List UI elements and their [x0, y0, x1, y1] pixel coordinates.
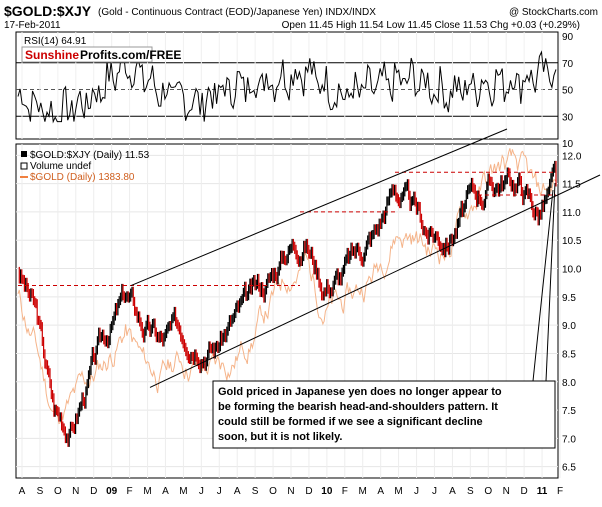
x-tick-label: M [394, 486, 402, 497]
upper-trendline [130, 128, 508, 286]
x-tick-label: F [342, 486, 348, 497]
price-bars [18, 160, 557, 447]
annotation-line-1: Gold priced in Japanese yen does no long… [218, 386, 502, 398]
price-tick-label: 8.5 [562, 349, 576, 360]
x-tick-label: N [72, 486, 79, 497]
x-tick-label: N [287, 486, 294, 497]
quote-line: Open 11.45 High 11.54 Low 11.45 Close 11… [282, 20, 580, 31]
x-tick-label: O [54, 486, 62, 497]
x-tick-label: D [90, 486, 97, 497]
x-tick-label: 10 [321, 486, 333, 497]
gold-overlay-line [17, 148, 557, 425]
chart-contract: (Gold - Continuous Contract (EOD)/Japane… [98, 7, 376, 18]
x-tick-label: J [432, 486, 437, 497]
x-tick-label: 09 [106, 486, 118, 497]
x-tick-label: S [467, 486, 474, 497]
x-tick-label: F [127, 486, 133, 497]
price-tick-label: 9.0 [562, 321, 576, 332]
x-tick-label: M [359, 486, 367, 497]
annotation-line-4: soon, but it is not likely. [218, 431, 342, 443]
x-tick-label: J [199, 486, 204, 497]
x-tick-label: A [162, 486, 169, 497]
rsi-tick-label: 50 [562, 86, 574, 97]
logo-box [21, 46, 153, 63]
resistance-lines [18, 171, 556, 287]
logo-sunshine: Sunshine [25, 48, 79, 62]
x-tick-label: A [19, 486, 26, 497]
chart-symbol: $GOLD:$XJY [4, 3, 92, 19]
price-ticks: 12.0 11.5 11.0 10.5 10.0 9.5 9.0 8.5 8.0 7.5 7.0 6.… [562, 151, 582, 473]
legend-gold: $GOLD (Daily) 1383.80 [30, 172, 135, 183]
legend-volume: Volume undef [30, 161, 91, 172]
price-tick-label: 12.0 [562, 151, 582, 162]
price-tick-label: 10.5 [562, 236, 582, 247]
price-tick-label: 7.0 [562, 434, 576, 445]
rsi-tick-label: 70 [562, 59, 574, 70]
annotation-box [212, 380, 556, 449]
trendlines [130, 128, 601, 388]
x-tick-label: N [503, 486, 510, 497]
x-tick-label: D [521, 486, 528, 497]
annotation-line-3: could still be formed if we see a signif… [218, 416, 483, 428]
annotation-pointer-1 [545, 182, 556, 382]
price-tick-label: 11.5 [562, 180, 581, 191]
x-tick-label: 11 [537, 486, 548, 497]
watermark: @ StockCharts.com [509, 7, 598, 18]
chart-date: 17-Feb-2011 [4, 20, 61, 31]
x-tick-label: J [217, 486, 222, 497]
legend-volume-swatch [20, 162, 28, 170]
x-tick-label: A [234, 486, 241, 497]
x-axis: A S O N D 09 F M A M J J A S O N D 10 F M A M J J A S O N D 11 F [19, 486, 563, 497]
x-tick-label: J [414, 486, 419, 497]
annotation-pointer-2 [532, 189, 554, 382]
x-tick-label: A [449, 486, 456, 497]
price-tick-label: 11.0 [562, 208, 581, 219]
annotation-line-2: be forming the bearish head-and-shoulder… [218, 401, 498, 413]
legend-main: $GOLD:$XJY (Daily) 11.53 [30, 150, 150, 161]
x-tick-label: A [377, 486, 384, 497]
price-tick-label: 6.5 [562, 463, 576, 474]
x-tick-label: O [269, 486, 277, 497]
logo-profits: Profits.com/FREE [80, 48, 181, 62]
rsi-tick-label: 10 [562, 139, 574, 150]
rsi-line [17, 50, 557, 124]
rsi-tick-label: 30 [562, 112, 574, 123]
legend-main-swatch [21, 151, 27, 157]
x-tick-label: F [557, 486, 563, 497]
rsi-tick-label: 90 [562, 32, 574, 43]
x-tick-label: S [252, 486, 259, 497]
x-tick-label: S [37, 486, 44, 497]
price-tick-label: 7.5 [562, 406, 576, 417]
x-tick-label: D [305, 486, 312, 497]
x-tick-label: O [484, 486, 492, 497]
price-tick-label: 9.5 [562, 293, 576, 304]
rsi-label: RSI(14) 64.91 [24, 36, 87, 47]
price-tick-label: 10.0 [562, 265, 582, 276]
x-tick-label: M [179, 486, 187, 497]
x-tick-label: M [143, 486, 151, 497]
lower-trendline [149, 174, 601, 388]
price-tick-label: 8.0 [562, 378, 576, 389]
rsi-ticks: 90 70 50 30 10 [562, 32, 574, 150]
